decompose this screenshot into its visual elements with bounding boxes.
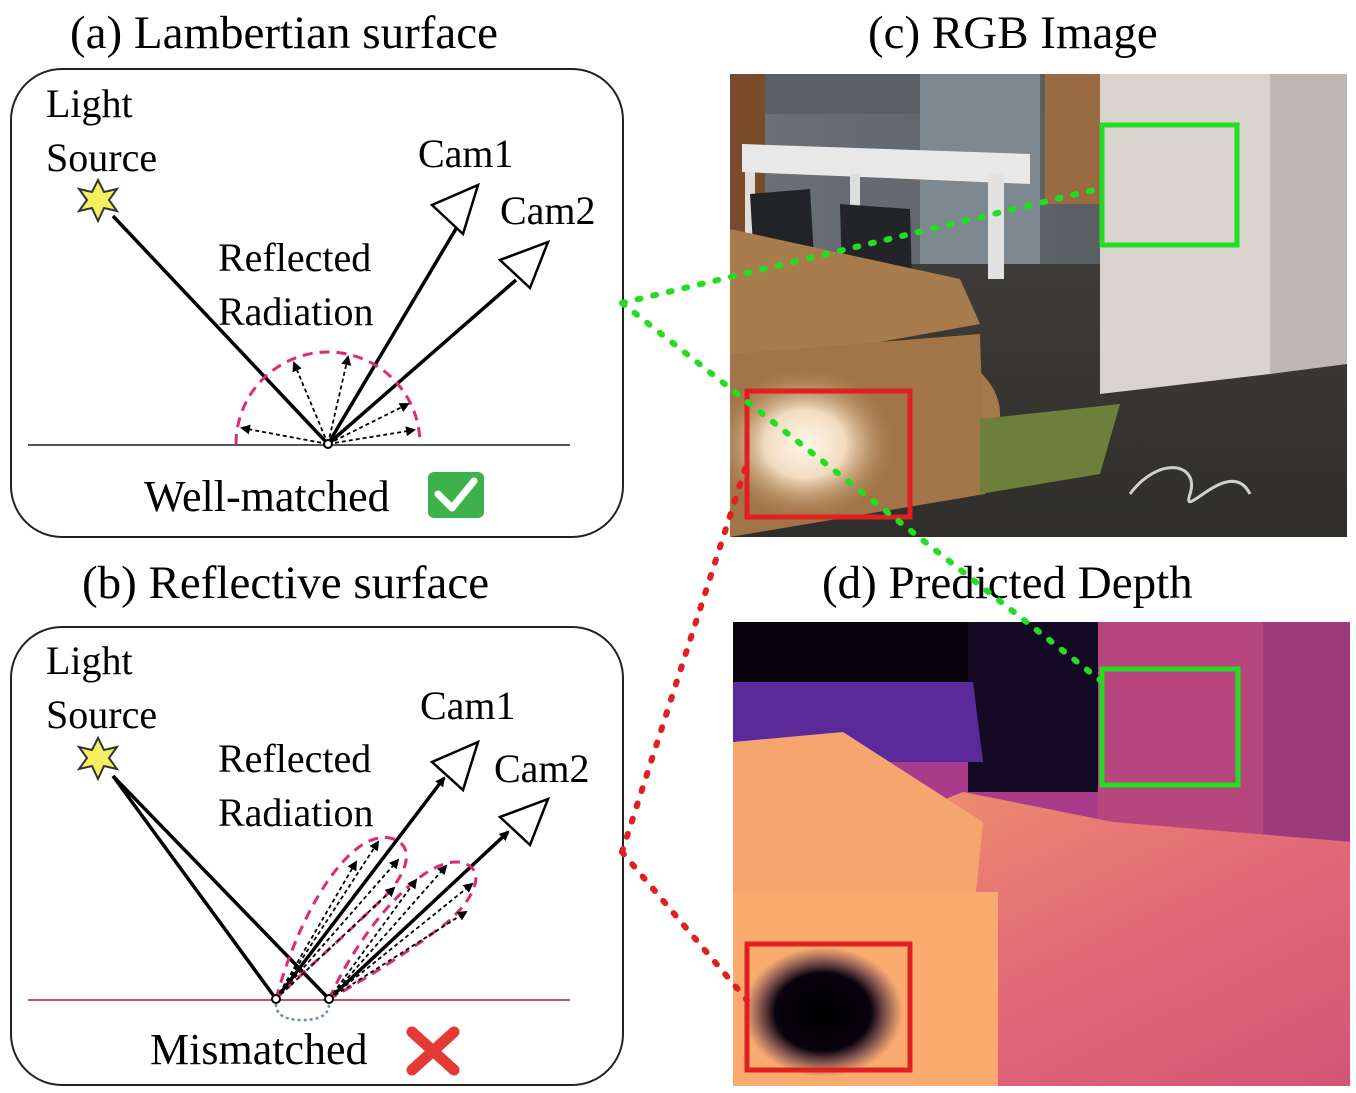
light-source-star-icon: [76, 177, 120, 224]
specular-lobe-1: [273, 836, 408, 1005]
predicted-depth-map: [733, 622, 1350, 1086]
red-connector-bottom: [619, 849, 750, 1003]
cam2-label-b: Cam2: [494, 746, 590, 791]
light-source-label-b-line2: Source: [46, 692, 158, 737]
panel-d-title: (d) Predicted Depth: [822, 557, 1193, 609]
green-connector-bottom: [619, 300, 1103, 683]
depth-bad-region-box: [744, 941, 913, 1073]
reflected-radiation-line2: Radiation: [218, 289, 374, 334]
point-mismatch-bracket: [274, 1003, 331, 1022]
well-matched-label: Well-matched: [144, 472, 390, 521]
depth-good-region-box: [1099, 666, 1241, 788]
light-source-label-line1: Light: [46, 81, 133, 126]
reflected-radiation-b-line2: Radiation: [218, 790, 374, 835]
panel-c-title: (c) RGB Image: [868, 7, 1158, 59]
cam1-label-b: Cam1: [420, 683, 516, 728]
lambertian-diagram-box: [10, 68, 624, 538]
rgb-image: [730, 74, 1347, 537]
cam1-label: Cam1: [418, 131, 514, 176]
reflective-diagram-box: [10, 626, 624, 1086]
mismatched-label: Mismatched: [150, 1025, 368, 1074]
panel-a-title: (a) Lambertian surface: [70, 7, 498, 59]
diffuse-lobe: [234, 350, 422, 445]
rgb-bad-region-box: [744, 388, 913, 520]
light-source-star-icon-b: [76, 735, 120, 782]
red-connector-top: [619, 460, 750, 855]
green-connector-top: [619, 185, 1105, 306]
reflected-radiation-b-line1: Reflected: [218, 736, 372, 781]
light-source-label-b-line1: Light: [46, 638, 133, 683]
light-source-label-line2: Source: [46, 135, 158, 180]
rgb-good-region-box: [1099, 122, 1240, 248]
cam1-icon: [429, 182, 480, 237]
cam2-icon-b: [497, 796, 551, 848]
cam1-icon-b: [429, 739, 481, 793]
panel-b-title: (b) Reflective surface: [82, 557, 490, 609]
check-mark-icon: [428, 472, 484, 518]
reflected-radiation-line1: Reflected: [218, 235, 372, 280]
cross-mark-icon: [406, 1026, 460, 1076]
cam2-icon: [497, 239, 551, 291]
cam2-label: Cam2: [500, 188, 596, 233]
